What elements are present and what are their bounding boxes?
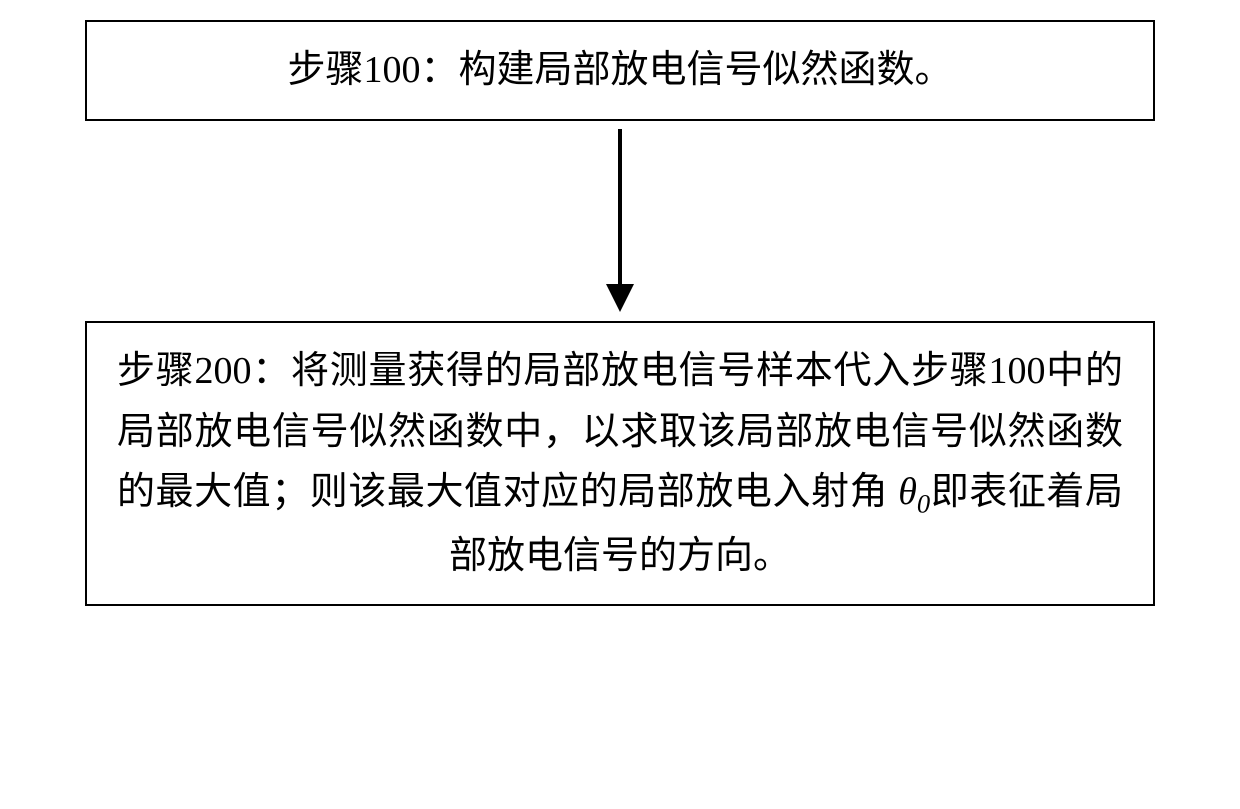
step100-text: 步骤100：构建局部放电信号似然函数。 (287, 49, 952, 91)
flowchart-container: 步骤100：构建局部放电信号似然函数。 步骤200：将测量获得的局部放电信号样本… (0, 20, 1240, 606)
arrow-line (618, 129, 622, 284)
theta-subscript: 0 (917, 489, 930, 519)
flowchart-node-step100: 步骤100：构建局部放电信号似然函数。 (85, 20, 1155, 121)
arrow-head-icon (606, 284, 634, 312)
theta-symbol: θ (898, 471, 917, 513)
flowchart-arrow (606, 121, 634, 321)
flowchart-node-step200: 步骤200：将测量获得的局部放电信号样本代入步骤100中的局部放电信号似然函数中… (85, 321, 1155, 607)
